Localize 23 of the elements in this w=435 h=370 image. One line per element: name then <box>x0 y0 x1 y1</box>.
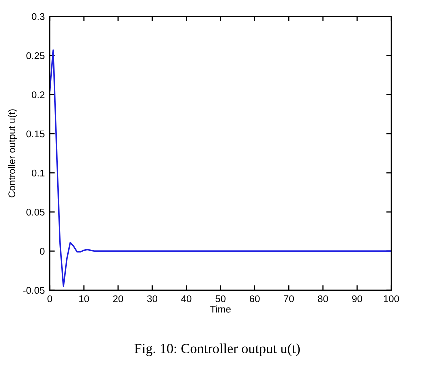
x-tick-label: 30 <box>147 296 158 302</box>
x-tick-label: 20 <box>113 296 124 302</box>
y-tick-label: -0.05 <box>23 287 45 294</box>
x-tick-label: 40 <box>181 296 192 302</box>
x-tick-label: 100 <box>384 296 400 302</box>
y-tick-label: 0.1 <box>32 170 45 177</box>
y-tick-label: 0.3 <box>32 13 45 20</box>
x-tick-label: 0 <box>48 296 52 302</box>
y-tick-label: 0.2 <box>32 92 45 98</box>
x-tick-label: 60 <box>250 296 260 302</box>
x-axis-title: Time <box>210 306 231 313</box>
caption: Fig. 10: Controller output u(t) <box>134 344 300 356</box>
line-series <box>50 50 392 288</box>
y-tick-label: 0.15 <box>26 130 45 138</box>
y-tick-label: 0 <box>40 248 45 255</box>
x-tick-label: 50 <box>216 296 226 302</box>
x-tick-label: 70 <box>284 296 294 302</box>
x-tick-label: 10 <box>80 296 90 302</box>
y-tick-label: 0.25 <box>26 52 45 60</box>
y-tick-label: 0.05 <box>26 208 45 216</box>
x-tick-label: 80 <box>318 296 328 302</box>
x-tick-label: 90 <box>352 296 362 302</box>
y-axis-title: Controller output u(t) <box>8 110 18 198</box>
